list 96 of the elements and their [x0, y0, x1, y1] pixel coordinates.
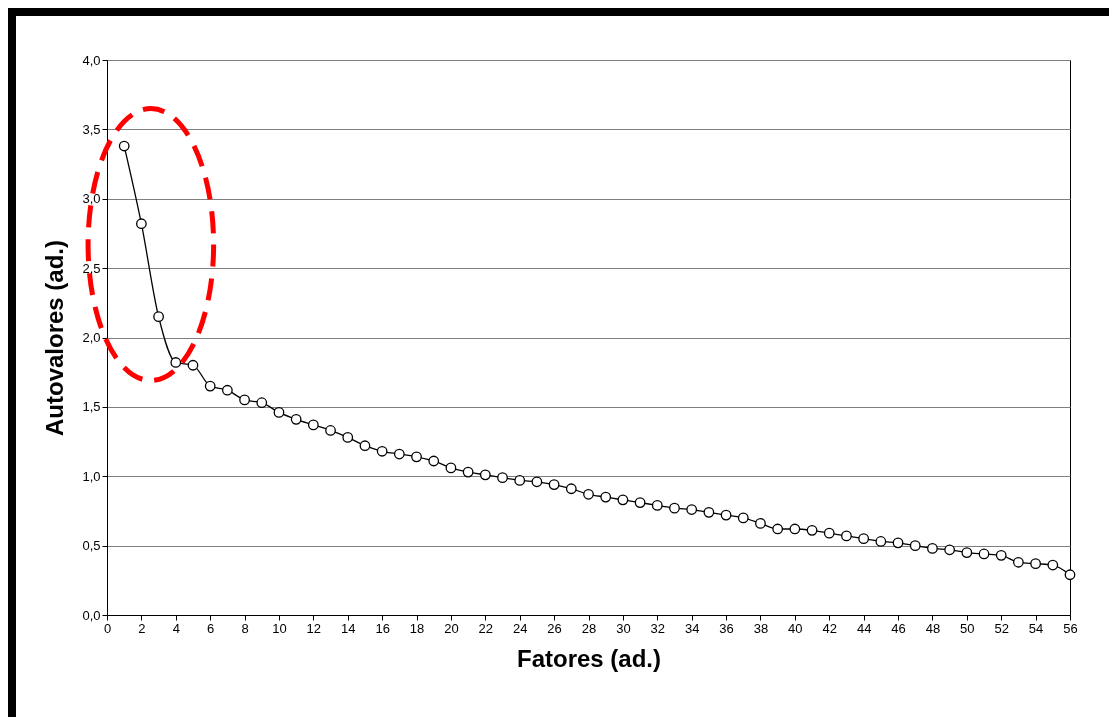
y-tick-label: 1,0 [82, 468, 101, 484]
x-tick-label: 18 [409, 620, 425, 636]
y-axis-title: Autovalores (ad.) [41, 239, 69, 437]
point [909, 540, 921, 552]
point [153, 311, 164, 323]
point [583, 488, 594, 500]
point [617, 494, 629, 506]
point [359, 440, 371, 452]
point [944, 544, 956, 556]
x-tick-label: 56 [1063, 620, 1078, 636]
x-tick-label: 14 [341, 620, 356, 636]
point [325, 425, 336, 436]
x-tick-label: 40 [788, 620, 803, 636]
point [376, 445, 388, 457]
x-tick-label: 54 [1028, 620, 1044, 636]
point [170, 357, 182, 368]
point [411, 451, 422, 463]
x-tick-label: 8 [241, 620, 249, 636]
x-tick-label: 16 [375, 620, 390, 636]
x-tick-label: 34 [684, 620, 700, 636]
point [342, 432, 354, 443]
point [428, 455, 440, 467]
x-tick-label: 24 [512, 620, 528, 636]
point [1047, 559, 1059, 571]
x-tick-label: 48 [925, 620, 941, 636]
point [514, 475, 526, 486]
y-tick-label: 4,0 [82, 52, 101, 68]
point [531, 476, 543, 488]
point [118, 140, 130, 152]
point [772, 523, 784, 535]
point [565, 483, 577, 495]
point [651, 500, 663, 511]
point [841, 530, 852, 542]
y-tick-label: 1,5 [82, 399, 101, 415]
point [290, 413, 302, 425]
point [703, 506, 715, 518]
point [204, 380, 216, 392]
y-tick-label: 0,0 [82, 607, 101, 623]
x-tick-label: 38 [753, 620, 769, 636]
x-tick-label: 42 [822, 620, 837, 636]
point [273, 407, 285, 418]
x-tick-label: 44 [856, 620, 872, 636]
point [789, 523, 801, 535]
point [806, 524, 818, 536]
x-tick-label: 12 [306, 620, 322, 636]
point [978, 548, 990, 560]
point [445, 462, 457, 474]
x-tick-label: 0 [103, 620, 112, 636]
x-tick-label: 32 [650, 620, 666, 636]
point [393, 448, 405, 460]
point [600, 491, 612, 503]
x-tick-label: 2 [138, 620, 146, 636]
point [462, 466, 474, 478]
point [755, 518, 766, 529]
point [1013, 556, 1024, 568]
point [875, 536, 887, 547]
point [239, 394, 250, 406]
point [136, 218, 147, 230]
point [497, 472, 508, 484]
point [1064, 569, 1076, 581]
x-tick-label: 6 [207, 620, 215, 636]
point [256, 397, 268, 409]
y-tick-label: 2,0 [82, 330, 101, 345]
point [858, 533, 870, 545]
point [221, 384, 233, 396]
x-tick-label: 28 [581, 620, 597, 636]
x-tick-label: 20 [444, 620, 459, 636]
point [892, 537, 904, 549]
point [187, 359, 199, 371]
y-tick-label: 0,5 [82, 538, 101, 554]
x-tick-label: 36 [719, 620, 734, 636]
y-tick-label: 3,0 [82, 191, 101, 207]
y-tick-label: 3,5 [82, 121, 101, 137]
point [927, 543, 938, 554]
x-tick-label: 26 [547, 620, 562, 636]
point [961, 547, 973, 558]
point [995, 549, 1007, 561]
x-tick-label: 52 [994, 620, 1009, 636]
point [669, 502, 680, 514]
x-tick-label: 30 [616, 620, 631, 636]
point [479, 469, 491, 481]
point [720, 509, 732, 521]
point [823, 527, 835, 539]
x-tick-label: 46 [891, 620, 906, 636]
point [548, 479, 560, 490]
x-axis-title: Fatores (ad.) [516, 644, 662, 672]
x-tick-label: 22 [478, 620, 494, 636]
x-tick-label: 4 [172, 620, 180, 636]
x-tick-label: 50 [960, 620, 975, 636]
point [307, 419, 319, 431]
x-tick-label: 10 [272, 620, 287, 636]
point [686, 504, 698, 515]
point [1030, 558, 1041, 570]
point [634, 497, 646, 508]
y-tick-label: 2,5 [82, 260, 101, 276]
point [737, 512, 749, 524]
